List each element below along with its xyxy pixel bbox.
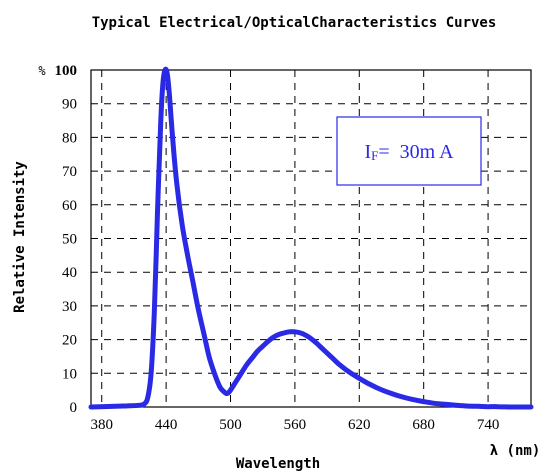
x-tick-label: 440 xyxy=(155,417,178,433)
y-unit-label: % xyxy=(38,64,46,78)
x-tick-label: 620 xyxy=(348,417,371,433)
chart-title: Typical Electrical/OpticalCharacteristic… xyxy=(92,15,497,31)
y-tick-label: 10 xyxy=(62,366,77,382)
x-tick-label: 380 xyxy=(90,417,113,433)
annotation-rest: = 30m A xyxy=(378,141,454,163)
current-annotation: IF= 30m A xyxy=(364,141,454,163)
y-axis-label: Relative Intensity xyxy=(12,161,28,313)
y-tick-label: 50 xyxy=(62,232,77,248)
series-layer xyxy=(88,66,534,410)
annotation-main: I xyxy=(364,141,371,163)
y-tick-label: 0 xyxy=(70,400,78,416)
x-axis-label: Wavelength xyxy=(236,456,320,472)
y-tick-label: 20 xyxy=(62,333,77,349)
x-tick-label: 500 xyxy=(219,417,242,433)
y-tick-label: 80 xyxy=(62,130,77,146)
series-line-0 xyxy=(88,66,534,410)
legend-box: IF= 30m A xyxy=(336,116,482,186)
x-tick-labels: 380 440 500 560 620 680 740 xyxy=(90,417,499,433)
x-tick-label: 680 xyxy=(412,417,435,433)
y-tick-label: 30 xyxy=(62,299,77,315)
y-tick-label: 60 xyxy=(62,198,77,214)
y-tick-label: 70 xyxy=(62,164,77,180)
y-tick-labels: 0 10 20 30 40 50 60 70 80 90 100 xyxy=(55,63,78,416)
annotation-sub: F xyxy=(371,148,378,163)
x-tick-label: 560 xyxy=(284,417,307,433)
x-tick-label: 740 xyxy=(477,417,500,433)
y-tick-label: 90 xyxy=(62,97,77,113)
x-unit-label: λ (nm) xyxy=(490,443,541,459)
plot-frame xyxy=(90,69,532,408)
y-tick-label: 40 xyxy=(62,265,77,281)
legend-frame xyxy=(336,116,482,186)
y-tick-label: 100 xyxy=(55,63,78,79)
